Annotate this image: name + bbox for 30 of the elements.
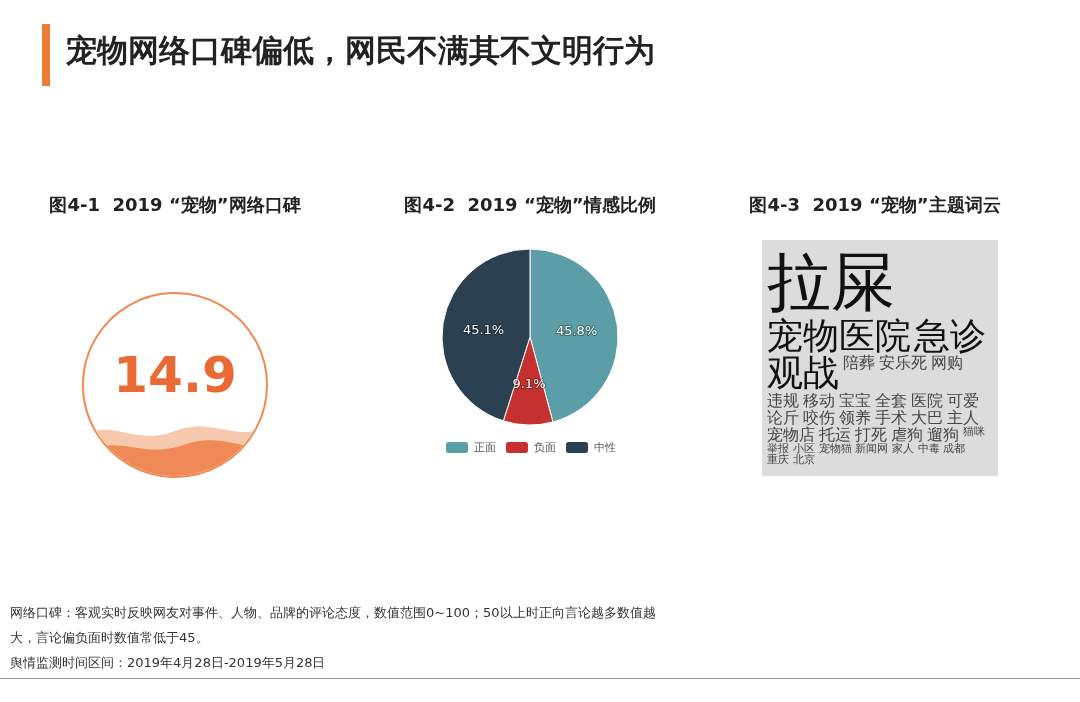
text: 陪葬 — [842, 353, 875, 373]
text: 急诊 — [913, 314, 987, 356]
text: 宠物网络口碑偏低，网民不满其不文明行为 — [66, 31, 655, 70]
text: 重庆 — [767, 453, 789, 467]
text: 舆情监测时间区间：2019年4月28日-2019年5月28日 — [10, 654, 327, 672]
text: 举报 — [767, 442, 789, 456]
text: 图4-1 2019 “宠物”网络口碑 — [49, 193, 301, 215]
legend-label: 负面 — [534, 441, 556, 454]
data-label: 45.8% — [555, 323, 598, 339]
text: 宠物猫 — [818, 442, 852, 456]
text: 猫咪 — [963, 425, 985, 439]
text: 成都 — [943, 442, 966, 456]
text: 中毒 — [917, 442, 940, 456]
legend-label: 中性 — [594, 441, 616, 454]
text: 虐狗 — [891, 424, 923, 444]
text: 宠物店 — [767, 424, 815, 444]
text: 14.9 — [113, 346, 237, 404]
text: 遛狗 — [927, 424, 959, 444]
text: 北京 — [792, 453, 815, 467]
text: 网购 — [930, 353, 963, 373]
text: 安乐死 — [878, 353, 927, 373]
text: 图4-3 2019 “宠物”主题词云 — [749, 193, 1001, 215]
legend-label: 正面 — [474, 441, 496, 454]
text: 网络口碑：客观实时反映网友对事件、人物、品牌的评论态度，数值范围0~100；50以上时正向言论越多数值越大，言论偏负面时数值常低于45。 — [10, 604, 657, 647]
text: 新闻网 — [855, 442, 889, 456]
text: 托运 — [818, 424, 851, 444]
text: 打死 — [854, 424, 887, 444]
text: 家人 — [891, 442, 914, 456]
chart-title: 图4-2 2019 “宠物”情感比例 — [404, 193, 656, 215]
data-label: 45.1% — [462, 322, 505, 338]
